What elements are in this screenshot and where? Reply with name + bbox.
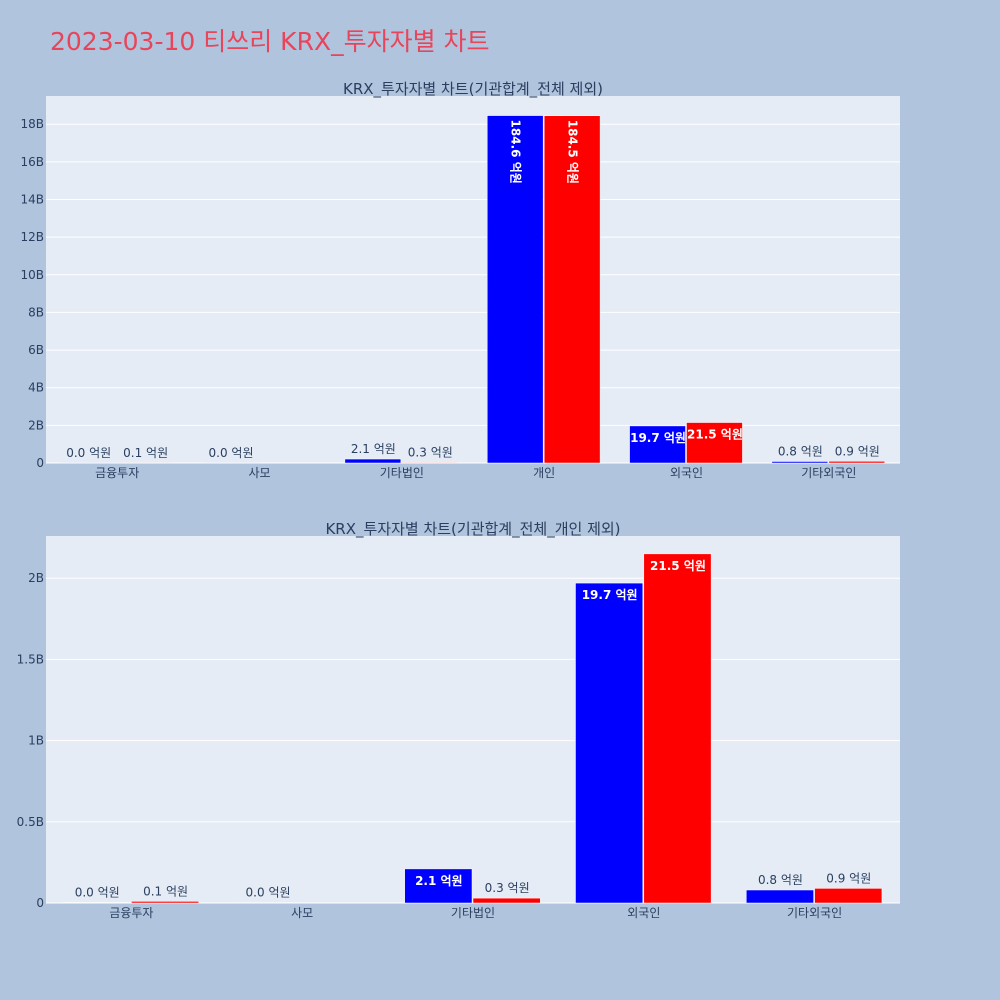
y-tick-label: 0 xyxy=(36,456,44,470)
x-tick-label: 금융투자 xyxy=(95,466,139,480)
data-label: 0.3 억원 xyxy=(485,881,530,895)
y-tick-label: 2B xyxy=(28,418,44,432)
chart-title: KRX_투자자별 차트(기관합계_전체 제외) xyxy=(343,80,603,99)
x-tick-label: 사모 xyxy=(291,906,313,920)
y-tick-label: 18B xyxy=(20,117,44,131)
x-tick-label: 금융투자 xyxy=(109,906,153,920)
bar xyxy=(344,458,402,464)
data-label: 2.1 억원 xyxy=(415,874,463,888)
data-label: 184.6 억원 xyxy=(509,120,523,184)
y-tick-label: 2B xyxy=(28,571,44,585)
bar xyxy=(814,888,883,904)
bar xyxy=(629,425,686,464)
data-label: 0.1 억원 xyxy=(143,884,188,898)
bar xyxy=(486,115,544,464)
y-tick-label: 12B xyxy=(20,230,44,244)
data-label: 0.0 억원 xyxy=(66,446,111,460)
data-label: 0.1 억원 xyxy=(123,446,168,460)
x-tick-label: 개인 xyxy=(533,466,555,480)
x-tick-label: 사모 xyxy=(248,466,270,480)
plot-area xyxy=(46,536,900,903)
y-tick-label: 1.5B xyxy=(17,652,44,666)
page-title: 2023-03-10 티쓰리 KRX_투자자별 차트 xyxy=(50,27,490,56)
x-tick-label: 기타법인 xyxy=(451,906,495,920)
x-tick-label: 기타법인 xyxy=(380,466,424,480)
x-tick-label: 기타외국인 xyxy=(801,466,856,480)
y-tick-label: 0 xyxy=(36,896,44,910)
data-label: 0.9 억원 xyxy=(826,871,871,885)
data-label: 0.0 억원 xyxy=(209,446,254,460)
bar xyxy=(643,553,712,904)
data-label: 0.3 억원 xyxy=(408,445,453,459)
bar xyxy=(746,889,814,904)
x-tick-label: 외국인 xyxy=(627,906,660,920)
data-label: 19.7 억원 xyxy=(630,431,686,445)
y-tick-label: 14B xyxy=(20,193,44,207)
data-label: 0.0 억원 xyxy=(246,886,291,900)
data-label: 0.8 억원 xyxy=(778,444,823,458)
bar xyxy=(472,897,541,904)
y-tick-label: 8B xyxy=(28,305,44,319)
chart-1: 0 2B 4B 6B 8B 10B 12B 14B 16B 18B KRX_투자자별 차트(기관합계… xyxy=(20,80,900,480)
x-tick-label: 기타외국인 xyxy=(787,906,842,920)
bar xyxy=(401,462,459,464)
plot-area xyxy=(46,96,900,463)
bar xyxy=(575,582,644,904)
bar xyxy=(131,901,199,904)
data-label: 21.5 억원 xyxy=(650,559,706,573)
y-tick-label: 1B xyxy=(28,734,44,748)
data-label: 0.9 억원 xyxy=(835,444,880,458)
bar xyxy=(543,115,601,464)
data-label: 184.5 억원 xyxy=(566,120,580,184)
y-tick-label: 10B xyxy=(20,268,44,282)
data-label: 21.5 억원 xyxy=(687,428,743,442)
bar xyxy=(404,868,473,904)
y-tick-label: 16B xyxy=(20,155,44,169)
data-label: 2.1 억원 xyxy=(351,442,396,456)
chart-2: 0 0.5B 1B 1.5B 2B KRX_투자자별 차트(기관합계_전체_개인 제외) 금… xyxy=(17,520,900,920)
data-label: 0.8 억원 xyxy=(758,873,803,887)
bar xyxy=(771,461,829,464)
x-tick-label: 외국인 xyxy=(670,466,703,480)
y-tick-label: 4B xyxy=(28,381,44,395)
bar xyxy=(828,461,886,464)
y-tick-label: 6B xyxy=(28,343,44,357)
y-tick-label: 0.5B xyxy=(17,815,44,829)
data-label: 0.0 억원 xyxy=(75,886,120,900)
bar xyxy=(686,422,743,464)
chart-title: KRX_투자자별 차트(기관합계_전체_개인 제외) xyxy=(325,520,620,539)
data-label: 19.7 억원 xyxy=(582,588,638,602)
